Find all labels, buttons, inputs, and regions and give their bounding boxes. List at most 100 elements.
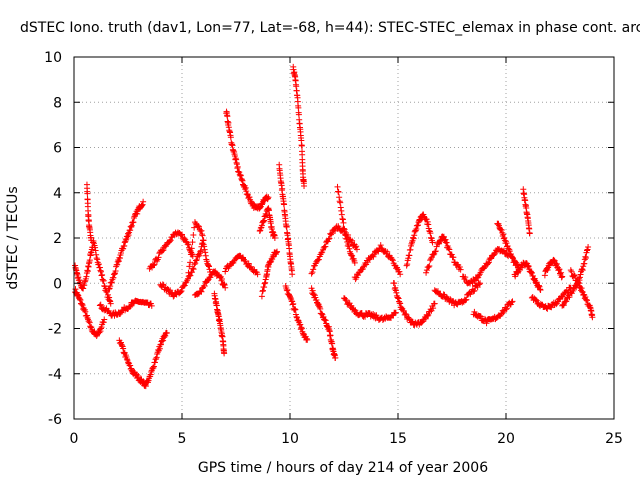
- data-point: [414, 222, 421, 229]
- data-point: [423, 216, 430, 223]
- data-point: [318, 249, 325, 256]
- data-point: [283, 286, 290, 293]
- data-point: [517, 267, 524, 274]
- data-point: [184, 277, 191, 284]
- data-point: [191, 224, 198, 231]
- data-point: [405, 315, 412, 322]
- y-tick-label: 10: [44, 50, 62, 66]
- data-point: [262, 279, 269, 286]
- data-point: [343, 236, 350, 243]
- data-point: [242, 184, 249, 191]
- data-point: [537, 287, 544, 294]
- data-point: [375, 248, 382, 255]
- data-point: [345, 243, 352, 250]
- data-point: [322, 317, 329, 324]
- data-point: [392, 284, 399, 291]
- data-point: [574, 278, 581, 285]
- data-point: [553, 260, 560, 267]
- data-point: [532, 296, 539, 303]
- data-points: [72, 63, 596, 390]
- data-point: [425, 264, 432, 271]
- data-point: [424, 218, 431, 225]
- data-point: [245, 260, 252, 267]
- data-point: [186, 263, 193, 270]
- data-point: [250, 200, 257, 207]
- data-point: [525, 263, 532, 270]
- data-point: [477, 312, 484, 319]
- data-point: [456, 263, 463, 270]
- data-point: [111, 270, 118, 277]
- data-point: [410, 235, 417, 242]
- data-point: [98, 325, 104, 332]
- data-point: [533, 279, 540, 286]
- data-point: [262, 210, 269, 217]
- data-point: [197, 288, 204, 295]
- data-point: [342, 231, 349, 238]
- data-point: [509, 298, 516, 305]
- data-point: [589, 314, 596, 321]
- y-tick-label: 2: [53, 231, 62, 247]
- data-point: [336, 198, 343, 205]
- data-point: [425, 311, 432, 318]
- data-point: [150, 363, 157, 370]
- data-point: [206, 266, 213, 273]
- data-point: [135, 372, 142, 379]
- data-point: [427, 234, 434, 241]
- data-point: [178, 232, 185, 239]
- data-point: [206, 263, 212, 270]
- data-point: [396, 299, 403, 306]
- data-point: [189, 239, 196, 246]
- data-point: [193, 256, 200, 263]
- data-point: [152, 359, 158, 366]
- data-point: [88, 237, 95, 244]
- data-point: [100, 277, 107, 284]
- data-point: [256, 228, 263, 235]
- data-point: [559, 273, 566, 280]
- data-point: [224, 113, 231, 120]
- data-point: [221, 282, 228, 289]
- y-tick-label: 0: [53, 276, 62, 292]
- data-point: [181, 235, 188, 242]
- data-point: [179, 231, 185, 238]
- data-point: [389, 257, 396, 264]
- data-point: [348, 251, 355, 258]
- data-point: [292, 306, 299, 313]
- data-point: [571, 272, 578, 279]
- chart-title: dSTEC Iono. truth (dav1, Lon=77, Lat=-68…: [20, 20, 640, 36]
- data-point: [188, 245, 195, 252]
- data-point: [424, 312, 431, 319]
- data-point: [471, 287, 478, 294]
- data-point: [580, 263, 587, 270]
- data-point: [582, 294, 589, 301]
- data-point: [258, 293, 265, 300]
- data-point: [423, 269, 430, 276]
- data-point: [261, 280, 268, 287]
- data-point: [242, 257, 249, 264]
- data-point: [201, 243, 208, 250]
- data-point: [127, 302, 134, 309]
- data-point: [485, 259, 492, 266]
- data-point: [304, 336, 311, 343]
- data-point: [342, 232, 349, 239]
- data-point: [192, 260, 199, 267]
- data-point: [260, 287, 266, 294]
- data-point: [163, 330, 170, 337]
- data-point: [79, 302, 86, 309]
- data-point: [257, 225, 264, 232]
- axis-ticks: [73, 56, 615, 420]
- data-point: [97, 267, 104, 274]
- data-point: [498, 226, 505, 233]
- data-point: [328, 231, 335, 238]
- data-point: [499, 229, 506, 236]
- x-tick-label: 5: [178, 431, 187, 447]
- data-point: [337, 204, 344, 211]
- data-point: [575, 279, 582, 286]
- data-point: [100, 319, 107, 326]
- data-point: [320, 313, 327, 320]
- data-point: [432, 248, 439, 255]
- data-point: [265, 194, 272, 201]
- data-point: [338, 211, 345, 218]
- data-point: [503, 306, 509, 313]
- data-point: [274, 248, 281, 255]
